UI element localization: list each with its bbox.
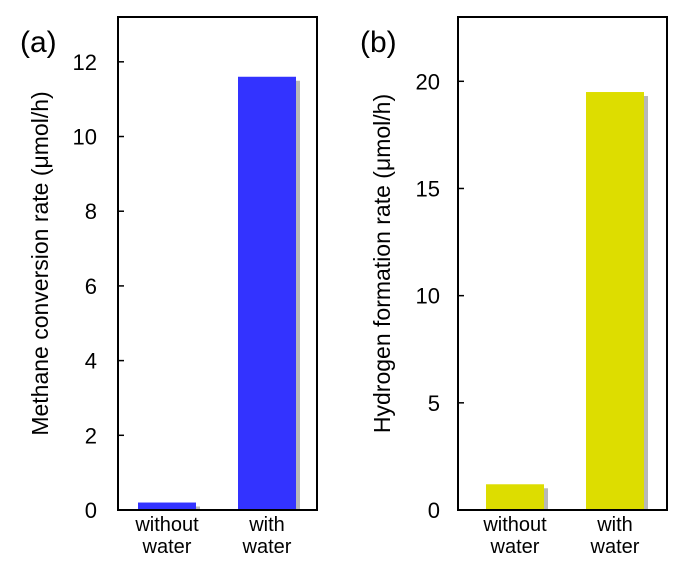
- y-tick-label: 20: [416, 69, 440, 94]
- chart-panel-a: (a) Methane conversion rate (μmol/h) 0 2 4 6 8…: [20, 16, 318, 558]
- y-tick-label: 10: [73, 125, 97, 150]
- bar: [238, 76, 296, 511]
- x-category-label: without water: [134, 514, 199, 558]
- panel-label: (a): [20, 26, 57, 59]
- panel-label: (b): [360, 26, 397, 59]
- y-tick-label: 4: [85, 349, 97, 374]
- y-tick-label: 0: [85, 498, 97, 523]
- y-tick-label: 0: [428, 498, 440, 523]
- y-tick-label: 10: [416, 284, 440, 309]
- bar: [486, 484, 544, 510]
- bar: [586, 92, 644, 511]
- y-tick-label: 2: [85, 423, 97, 448]
- y-tick-label: 5: [428, 391, 440, 416]
- x-category-label: with water: [590, 514, 640, 558]
- y-tick-label: 12: [73, 50, 97, 75]
- y-axis-label: Hydrogen formation rate (μmol/h): [369, 94, 395, 433]
- y-axis-label: Methane conversion rate (μmol/h): [27, 91, 53, 435]
- bar: [138, 502, 196, 510]
- x-category-label: without water: [482, 514, 547, 558]
- y-tick-label: 8: [85, 199, 97, 224]
- y-tick-label: 15: [416, 176, 440, 201]
- plot-frame: [117, 16, 318, 511]
- x-category-label: with water: [242, 514, 292, 558]
- chart-panel-b: (b) Hydrogen formation rate (μmol/h) 0 5 10 1…: [360, 16, 668, 558]
- y-tick-label: 6: [85, 274, 97, 299]
- plot-frame: [457, 16, 668, 511]
